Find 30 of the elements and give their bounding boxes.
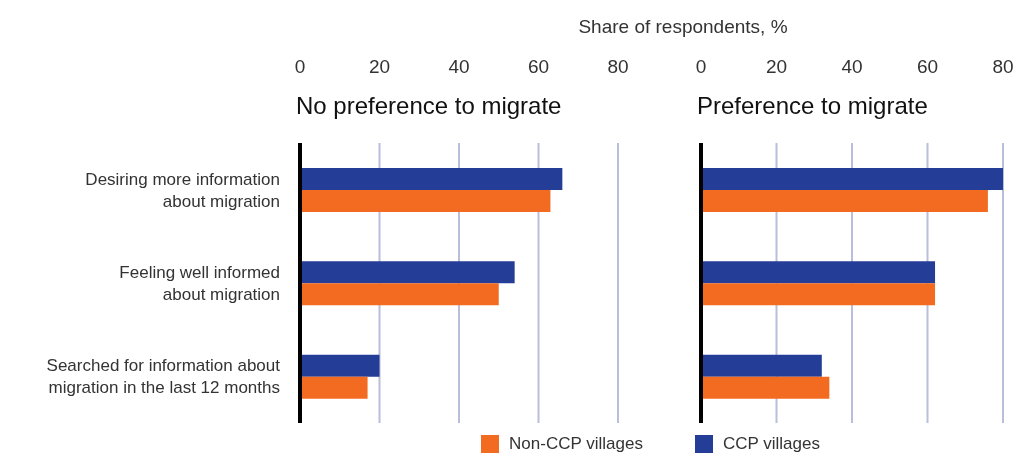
bar [300, 354, 380, 377]
bar [300, 261, 515, 284]
y-tick-label: Feeling well informed about migration [119, 263, 280, 304]
x-tick-label: 40 [448, 56, 470, 77]
bar [701, 376, 830, 399]
bar [300, 190, 551, 212]
x-tick-label: 20 [765, 56, 788, 77]
x-tick-label: 60 [527, 56, 550, 77]
bar [300, 376, 368, 399]
y-tick-label: Desiring more information about migration [85, 169, 280, 211]
x-tick-label: 40 [841, 56, 863, 77]
x-axis-title: Share of respondents, % [577, 16, 789, 38]
chart-title: Preference to migrate [697, 92, 928, 120]
chart-title: No preference to migrate [296, 92, 562, 120]
x-tick-label: 0 [695, 56, 707, 77]
x-tick-label: 20 [368, 56, 391, 77]
bar [701, 283, 936, 306]
x-tick-label: 60 [916, 56, 939, 77]
x-tick-label: 80 [992, 56, 1014, 77]
x-tick-label: 80 [607, 56, 629, 77]
y-tick-label: Searched for information about migration in the last 12 months [46, 356, 281, 398]
x-tick-label: 0 [294, 56, 306, 77]
bar [701, 261, 936, 284]
bar [701, 190, 988, 212]
bar [701, 354, 822, 377]
bar [300, 283, 499, 306]
bar [701, 168, 1003, 190]
legend-label: CCP villages [722, 434, 820, 454]
bar [300, 168, 563, 190]
legend-label: Non-CCP villages [509, 434, 643, 454]
